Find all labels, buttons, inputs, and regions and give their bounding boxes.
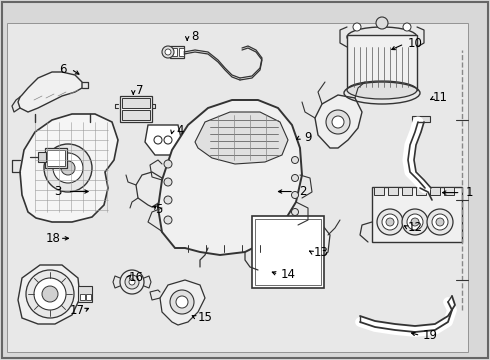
Circle shape [332, 116, 344, 128]
Circle shape [432, 214, 448, 230]
Circle shape [326, 110, 350, 134]
Ellipse shape [347, 81, 417, 99]
Text: 4: 4 [176, 124, 184, 137]
Text: 19: 19 [423, 329, 438, 342]
Text: 18: 18 [46, 232, 60, 245]
Bar [78, 286, 92, 302]
Circle shape [34, 278, 66, 310]
Bar [179, 48, 184, 56]
Bar [402, 187, 412, 195]
Circle shape [436, 218, 444, 226]
Text: 8: 8 [191, 30, 199, 43]
Circle shape [53, 153, 83, 183]
Circle shape [129, 279, 135, 285]
Circle shape [382, 214, 398, 230]
Polygon shape [136, 172, 165, 207]
Circle shape [164, 178, 172, 186]
Circle shape [292, 175, 298, 181]
Text: 15: 15 [197, 311, 212, 324]
Circle shape [407, 214, 423, 230]
Polygon shape [195, 112, 288, 164]
Circle shape [353, 23, 361, 31]
Circle shape [176, 296, 188, 308]
Circle shape [411, 218, 419, 226]
Text: 13: 13 [314, 246, 328, 259]
Circle shape [386, 218, 394, 226]
Text: 3: 3 [54, 185, 62, 198]
Circle shape [296, 239, 308, 251]
Polygon shape [158, 100, 302, 255]
Circle shape [290, 233, 314, 257]
Polygon shape [18, 265, 80, 324]
Circle shape [170, 290, 194, 314]
Bar [122, 98, 150, 108]
Bar [255, 219, 321, 285]
Polygon shape [145, 125, 182, 155]
Bar [80, 294, 85, 300]
Polygon shape [315, 95, 362, 148]
Circle shape [164, 196, 172, 204]
Text: 7: 7 [136, 84, 144, 97]
Circle shape [125, 275, 139, 289]
Circle shape [61, 161, 75, 175]
Circle shape [427, 209, 453, 235]
Circle shape [26, 270, 74, 318]
Text: 6: 6 [59, 63, 67, 76]
Text: 5: 5 [155, 203, 163, 216]
Text: 10: 10 [408, 37, 423, 50]
Bar [45, 148, 67, 168]
Bar [47, 150, 65, 166]
Text: 1: 1 [466, 186, 473, 199]
Bar [172, 48, 177, 56]
Circle shape [165, 49, 171, 55]
Circle shape [403, 23, 411, 31]
Circle shape [44, 144, 92, 192]
Bar [416, 187, 426, 195]
Circle shape [292, 208, 298, 216]
Circle shape [42, 286, 58, 302]
Bar [252, 216, 324, 288]
Circle shape [164, 160, 172, 168]
Text: 16: 16 [129, 271, 144, 284]
Circle shape [292, 192, 298, 198]
Circle shape [164, 216, 172, 224]
Bar [170, 46, 184, 58]
Circle shape [376, 17, 388, 29]
Polygon shape [20, 114, 118, 222]
Polygon shape [275, 220, 330, 270]
Circle shape [377, 209, 403, 235]
Circle shape [292, 157, 298, 163]
Bar [374, 187, 384, 195]
Polygon shape [18, 72, 82, 112]
Circle shape [402, 209, 428, 235]
Text: 17: 17 [70, 304, 85, 317]
Text: 9: 9 [304, 131, 312, 144]
Text: 11: 11 [433, 91, 447, 104]
Bar [38, 152, 46, 162]
Polygon shape [160, 280, 205, 325]
Circle shape [164, 136, 172, 144]
Bar [120, 96, 152, 122]
Bar [372, 187, 462, 242]
Bar [412, 116, 430, 122]
Text: 12: 12 [408, 221, 423, 234]
Text: 14: 14 [281, 268, 295, 281]
Circle shape [120, 270, 144, 294]
Bar [122, 110, 150, 120]
Ellipse shape [347, 27, 417, 47]
Text: 2: 2 [299, 185, 307, 198]
Bar [430, 187, 440, 195]
Circle shape [154, 136, 162, 144]
Bar [444, 187, 454, 195]
Bar [347, 35, 417, 90]
Bar [86, 294, 91, 300]
Bar [388, 187, 398, 195]
Circle shape [162, 46, 174, 58]
